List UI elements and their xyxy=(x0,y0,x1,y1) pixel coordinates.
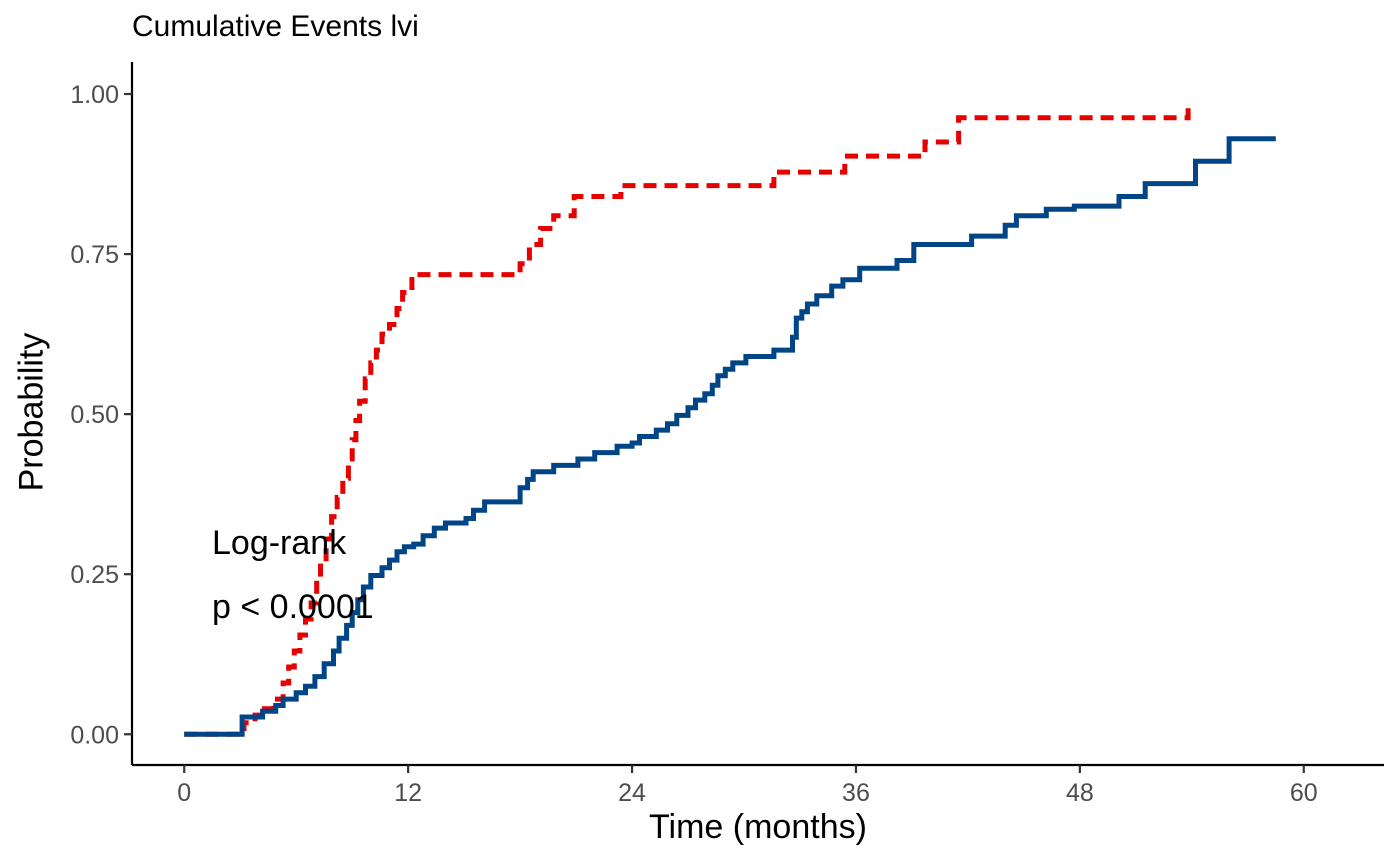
y-tick-label: 0.00 xyxy=(70,721,119,749)
series-layer xyxy=(184,100,1276,737)
logrank-label: Log-rank xyxy=(212,524,347,562)
y-tick-label: 0.50 xyxy=(70,401,119,429)
x-tick-label: 60 xyxy=(1290,779,1318,807)
dashed-series-line xyxy=(184,100,1191,737)
x-tick-label: 12 xyxy=(394,779,422,807)
axes-layer: 0.00 0.25 0.50 0.75 1.00 0 12 24 36 48 60 xyxy=(70,62,1384,807)
p-value-label: p < 0.0001 xyxy=(212,588,374,626)
y-axis-title: Probability xyxy=(12,332,51,492)
y-tick-label: 0.75 xyxy=(70,241,119,269)
x-tick-label: 36 xyxy=(842,779,870,807)
x-tick-label: 48 xyxy=(1066,779,1094,807)
x-tick-label: 24 xyxy=(618,779,646,807)
chart-title: Cumulative Events lvi xyxy=(132,10,419,43)
y-tick-label: 0.25 xyxy=(70,561,119,589)
solid-series-line xyxy=(184,136,1276,737)
x-tick-label: 0 xyxy=(177,779,191,807)
x-axis-title: Time (months) xyxy=(649,808,867,846)
y-tick-label: 1.00 xyxy=(70,81,119,109)
